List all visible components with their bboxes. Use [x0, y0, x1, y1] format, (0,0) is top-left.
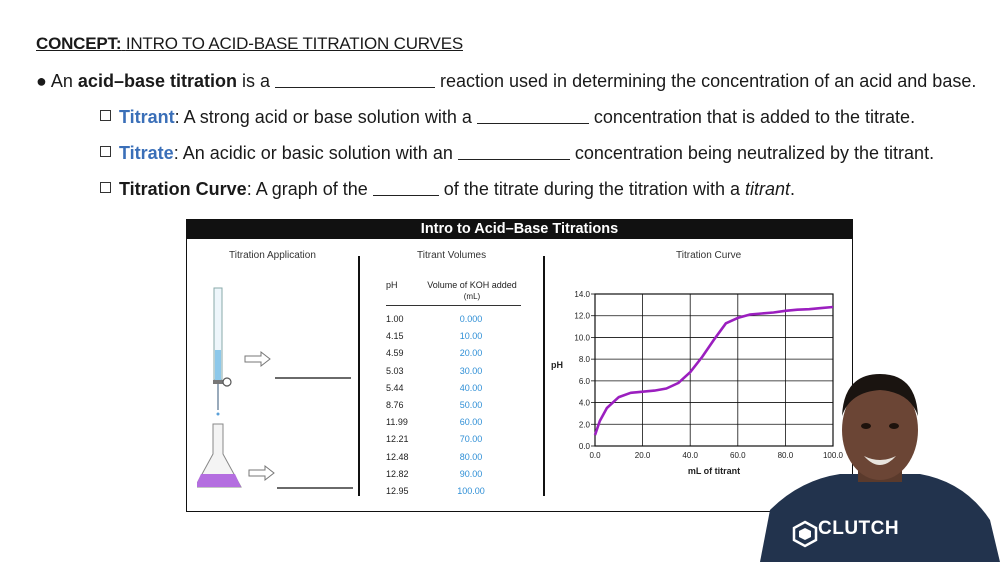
x-tick-label: 40.0 — [682, 451, 698, 460]
checkbox-icon — [100, 182, 111, 193]
table-cell-ph: 11.99 — [386, 417, 408, 428]
burette-stopcock — [213, 380, 223, 384]
col-header-volume: Volume of KOH added — [427, 280, 517, 290]
x-tick-label: 100.0 — [823, 451, 844, 460]
volumes-table: pH Volume of KOH added (mL) 1.00 0.000 4.1… — [386, 278, 526, 498]
arrow-burette — [244, 350, 271, 368]
presenter-eye — [889, 423, 899, 429]
table-header-rule — [386, 305, 521, 306]
presenter-shirt — [760, 474, 1000, 562]
bullet-dot: ● — [36, 71, 47, 91]
sub-item-titrate: Titrate: An acidic or basic solution wit… — [100, 143, 934, 164]
table-cell-ph: 4.59 — [386, 348, 404, 359]
y-tick-label: 2.0 — [579, 420, 591, 429]
y-tick-label: 8.0 — [579, 355, 591, 364]
flask-solution — [197, 474, 241, 487]
divider-left — [358, 256, 360, 496]
drop — [216, 412, 220, 416]
fill-blank — [476, 122, 589, 124]
table-cell-ph: 8.76 — [386, 400, 404, 410]
y-tick-label: 12.0 — [574, 312, 590, 321]
term-titrate: Titrate — [119, 143, 174, 163]
table-cell-volume: 90.00 — [459, 468, 483, 479]
col-header-ph: pH — [386, 280, 398, 290]
fill-blank — [274, 86, 435, 88]
main-bullet: ● An acid–base titration is a reaction u… — [36, 71, 976, 92]
curve-title: Titration Curve — [676, 250, 742, 261]
table-cell-volume: 10.00 — [459, 331, 483, 342]
presenter-eye — [861, 423, 871, 429]
item-italic: titrant — [744, 179, 790, 199]
item-post: concentration that is added to the titra… — [588, 107, 916, 127]
bullet-pre: An — [50, 71, 78, 91]
item-pre: : An acidic or basic solution with an — [173, 143, 458, 163]
table-cell-volume: 70.00 — [459, 434, 483, 445]
table-cell-ph: 1.00 — [386, 314, 404, 324]
table-cell-ph: 12.82 — [386, 468, 409, 479]
col-header-unit: (mL) — [463, 292, 481, 301]
burette-liquid — [215, 350, 221, 380]
bullet-mid: is a — [236, 71, 275, 91]
x-tick-label: 80.0 — [778, 451, 794, 460]
table-cell-volume: 40.00 — [459, 382, 483, 393]
stopcock-handle — [222, 377, 232, 387]
y-tick-label: 14.0 — [574, 290, 590, 299]
presenter-video — [760, 374, 1000, 562]
series-line-ph — [593, 305, 834, 436]
volumes-title: Titrant Volumes — [417, 250, 487, 261]
x-axis-label: mL of titrant — [688, 466, 740, 476]
y-tick-label: 4.0 — [579, 399, 591, 408]
table-cell-volume: 60.00 — [459, 417, 483, 428]
term-titrant: Titrant — [119, 107, 175, 127]
titration-apparatus — [197, 287, 353, 489]
bullet-bold: acid–base titration — [77, 71, 237, 91]
sub-item-titrant: Titrant: A strong acid or base solution … — [100, 107, 915, 128]
table-cell-ph: 5.03 — [386, 365, 404, 376]
table-cell-ph: 12.95 — [386, 486, 409, 496]
checkbox-icon — [100, 110, 111, 121]
term-titration-curve: Titration Curve — [119, 179, 247, 199]
table-cell-volume: 50.00 — [459, 400, 483, 410]
application-title: Titration Application — [229, 250, 316, 261]
x-tick-label: 20.0 — [635, 451, 651, 460]
presenter-hair — [842, 374, 918, 416]
table-cell-ph: 5.44 — [386, 382, 404, 393]
concept-title: INTRO TO ACID-BASE TITRATION CURVES — [125, 34, 463, 53]
table-cell-volume: 0.000 — [459, 314, 483, 324]
x-tick-label: 0.0 — [589, 451, 601, 460]
arrow-flask — [248, 464, 275, 482]
presenter-face — [842, 380, 918, 480]
bullet-post: reaction used in determining the concent… — [434, 71, 977, 91]
figure-panel: Intro to Acid–Base Titrations Titration … — [186, 219, 853, 512]
concept-heading: CONCEPT: INTRO TO ACID-BASE TITRATION CU… — [36, 34, 463, 54]
item-pre: : A graph of the — [246, 179, 373, 199]
fill-blank — [457, 158, 570, 160]
table-cell-volume: 80.00 — [459, 451, 483, 462]
x-tick-label: 60.0 — [730, 451, 746, 460]
y-tick-label: 10.0 — [574, 333, 590, 342]
table-cell-volume: 30.00 — [459, 365, 483, 376]
titration-curve-chart: 0.0 20.0 40.0 60.0 80.0 100.0 0.0 2.0 4.0 6.0 8.0 1… — [551, 290, 844, 476]
item-post: of the titrate during the titration with… — [438, 179, 745, 199]
divider-right — [543, 256, 545, 496]
checkbox-icon — [100, 146, 111, 157]
fill-blank — [372, 194, 439, 196]
item-pre: : A strong acid or base solution with a — [174, 107, 477, 127]
clutch-logo-icon — [792, 520, 818, 548]
sub-item-titration-curve: Titration Curve: A graph of the of the t… — [100, 179, 795, 200]
clutch-logo-text: CLUTCH — [818, 518, 900, 539]
y-axis-label: pH — [551, 360, 563, 370]
y-tick-label: 0.0 — [579, 442, 591, 451]
panel-title: Intro to Acid–Base Titrations — [187, 220, 852, 239]
table-cell-ph: 12.21 — [386, 434, 409, 445]
item-post: concentration being neutralized by the t… — [569, 143, 935, 163]
presenter-mouth — [864, 456, 896, 465]
concept-label: CONCEPT: — [36, 34, 122, 53]
table-cell-ph: 4.15 — [386, 331, 404, 342]
table-cell-ph: 12.48 — [386, 451, 409, 462]
table-cell-volume: 20.00 — [459, 348, 483, 359]
table-cell-volume: 100.00 — [457, 486, 485, 496]
y-tick-label: 6.0 — [579, 377, 591, 386]
item-end: . — [790, 179, 796, 199]
